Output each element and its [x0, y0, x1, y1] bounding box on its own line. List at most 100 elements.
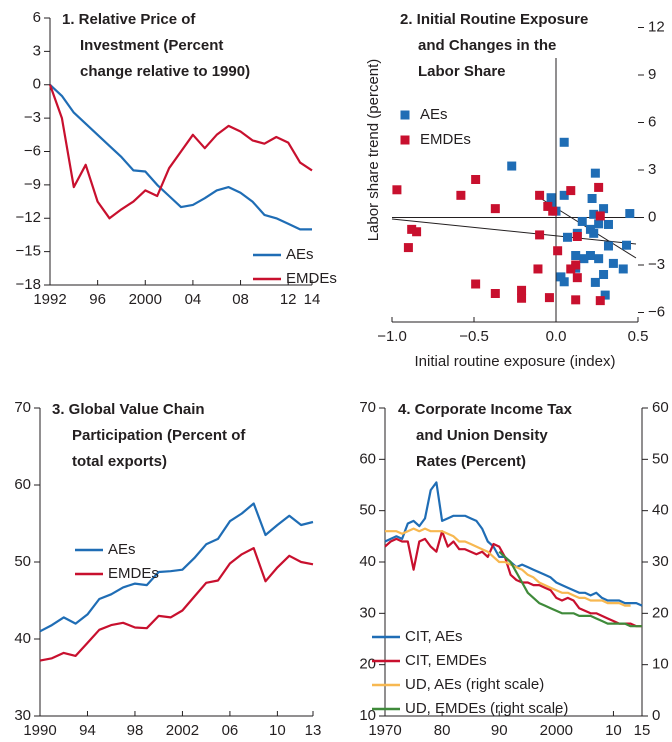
scatter-point [407, 224, 417, 234]
scatter-point [546, 193, 556, 203]
scatter-point [571, 295, 581, 305]
y-tick-label: −9 [24, 176, 41, 193]
x-tick-label: 0.5 [628, 328, 649, 345]
scatter-point [543, 201, 553, 211]
legend-label: UD, EMDEs (right scale) [405, 700, 568, 717]
x-tick-label: 94 [79, 722, 96, 739]
scatter-point [595, 211, 605, 221]
scatter-point [544, 293, 554, 303]
chart-title: and Changes in the [418, 37, 556, 54]
y-tick-label: 12 [648, 18, 665, 35]
scatter-point [618, 264, 628, 274]
data-line [39, 547, 314, 662]
y-tick-label: 0 [33, 76, 41, 93]
y-axis-label: Labor share trend (percent) [365, 59, 382, 242]
x-tick-label: 90 [491, 722, 508, 739]
chart-title: 1. Relative Price of [62, 11, 196, 28]
scatter-point [599, 204, 609, 214]
x-tick-label: 2002 [166, 722, 199, 739]
x-tick-label: 2000 [129, 291, 162, 308]
x-tick-label: 08 [232, 291, 249, 308]
scatter-point [577, 216, 587, 226]
y-tick-label: 70 [359, 399, 376, 416]
y-tick-label: −18 [16, 276, 41, 293]
scatter-point [517, 285, 527, 295]
legend-label: EMDEs [286, 270, 337, 287]
y-tick-label: 0 [648, 208, 656, 225]
scatter-point [392, 185, 402, 195]
scatter-point [553, 246, 563, 256]
chart-title: Investment (Percent [80, 37, 223, 54]
y-tick-label: 3 [33, 42, 41, 59]
scatter-point [625, 209, 635, 219]
y-tick-label: 10 [359, 707, 376, 724]
scatter-point [533, 264, 543, 274]
y-tick-label: 60 [14, 476, 31, 493]
scatter-point [600, 290, 610, 300]
scatter-point [608, 258, 618, 268]
scatter-point [572, 232, 582, 241]
y2-tick-label: 30 [652, 553, 669, 570]
y-tick-label: 20 [359, 656, 376, 673]
x-tick-label: 13 [305, 722, 322, 739]
legend-label: UD, AEs (right scale) [405, 676, 544, 693]
scatter-point [471, 175, 481, 184]
x-tick-label: 04 [185, 291, 202, 308]
scatter-point [535, 230, 545, 240]
y2-tick-label: 20 [652, 604, 669, 621]
data-line [39, 502, 314, 633]
y-tick-label: −3 [648, 256, 665, 273]
y-tick-label: −3 [24, 109, 41, 126]
chart-title: total exports) [72, 453, 167, 470]
scatter-point [571, 260, 581, 270]
scatter-point [599, 270, 609, 279]
y2-tick-label: 60 [652, 399, 669, 416]
x-tick-label: 0.0 [546, 328, 567, 345]
data-line [48, 84, 313, 220]
scatter-point [517, 293, 527, 303]
scatter-point [490, 289, 500, 298]
x-tick-label: 10 [269, 722, 286, 739]
x-tick-label: 15 [634, 722, 651, 739]
legend-label: EMDEs [108, 565, 159, 582]
legend-label: AEs [286, 246, 314, 263]
scatter-point [603, 241, 613, 251]
scatter-point [589, 228, 599, 238]
x-tick-label: −1.0 [377, 328, 407, 345]
x-tick-label: −0.5 [459, 328, 489, 345]
scatter-point [594, 182, 604, 192]
fit-line [391, 218, 637, 245]
chart-title: Rates (Percent) [416, 453, 526, 470]
scatter-point [585, 251, 595, 260]
y-tick-label: 60 [359, 450, 376, 467]
y2-tick-label: 0 [652, 707, 660, 724]
data-line [385, 527, 631, 607]
x-tick-label: 06 [222, 722, 239, 739]
y2-tick-label: 10 [652, 656, 669, 673]
scatter-point [559, 137, 569, 147]
scatter-point [589, 209, 599, 219]
legend-label: CIT, EMDEs [405, 652, 487, 669]
y-tick-label: 50 [14, 553, 31, 570]
scatter-point [559, 277, 569, 287]
y2-tick-label: 50 [652, 450, 669, 467]
scatter-point [571, 251, 581, 260]
scatter-point [412, 227, 422, 237]
y-tick-label: 70 [14, 399, 31, 416]
data-line [384, 481, 643, 607]
scatter-point [603, 219, 613, 229]
legend-label: AEs [108, 541, 136, 558]
y-tick-label: −15 [16, 243, 41, 260]
scatter-point [579, 254, 589, 264]
x-tick-label: 10 [605, 722, 622, 739]
scatter-point [556, 272, 566, 282]
legend-swatch [400, 110, 410, 120]
data-line [384, 530, 642, 628]
chart-title: and Union Density [416, 427, 548, 444]
x-tick-label: 1992 [33, 291, 66, 308]
chart-title: 4. Corporate Income Tax [398, 401, 573, 418]
scatter-point [559, 190, 569, 200]
scatter-point [590, 277, 600, 287]
scatter-point [572, 273, 582, 283]
x-tick-label: 98 [127, 722, 144, 739]
